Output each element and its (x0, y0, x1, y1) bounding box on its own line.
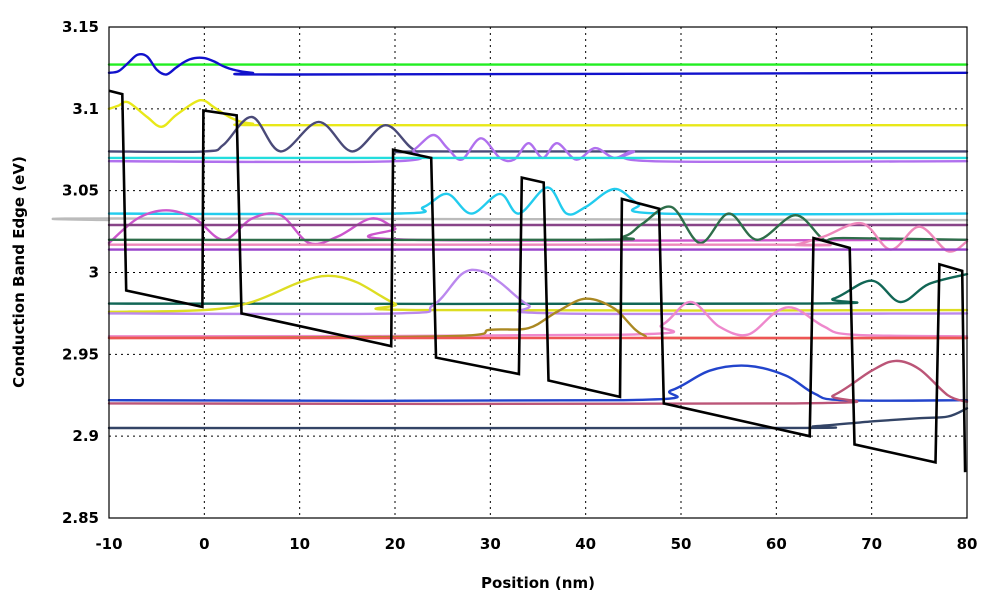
wavefunction-line-2 (107, 52, 969, 76)
y-tick-label: 3.1 (72, 100, 99, 118)
tick-labels: -10 0 10 20 30 40 50 60 70 80 2.85 2.9 2.95 3 3.05 3.1 3… (62, 18, 977, 553)
wavefunction-line-16 (107, 268, 969, 316)
x-tick-label: 60 (766, 535, 787, 553)
wavefunction-line-17 (107, 300, 969, 338)
x-tick-label: 80 (957, 535, 978, 553)
wavefunction-line-14 (107, 272, 969, 306)
x-tick-label: 40 (575, 535, 596, 553)
y-axis-label: Conduction Band Edge (eV) (10, 156, 28, 388)
wavefunction-line-3 (107, 98, 969, 128)
wavefunction-line-22 (107, 407, 969, 430)
wavefunction-line-20 (107, 364, 969, 403)
wavefunction-line-4 (107, 115, 969, 154)
x-axis-label: Position (nm) (481, 574, 595, 592)
x-tick-label: 70 (861, 535, 882, 553)
x-tick-label: -10 (95, 535, 122, 553)
band-edge-group (108, 89, 967, 473)
x-tick-label: 0 (199, 535, 209, 553)
y-tick-label: 3 (89, 264, 99, 282)
series-lines (51, 52, 969, 430)
wavefunction-line-15 (107, 274, 969, 313)
x-tick-label: 20 (385, 535, 406, 553)
wavefunction-line-21 (107, 359, 969, 406)
x-tick-label: 30 (480, 535, 501, 553)
band-edge-line (108, 89, 967, 473)
y-tick-label: 2.95 (62, 345, 99, 363)
plot-frame (108, 26, 968, 519)
y-tick-label: 3.05 (62, 182, 99, 200)
wavefunction-line-7 (107, 186, 969, 216)
y-tick-label: 3.15 (62, 18, 99, 36)
x-tick-label: 10 (289, 535, 310, 553)
wavefunction-line-8 (51, 217, 969, 222)
x-tick-label: 50 (671, 535, 692, 553)
y-tick-label: 2.85 (62, 509, 99, 527)
y-tick-label: 2.9 (72, 427, 99, 445)
wavefunction-line-5 (107, 133, 969, 164)
grid (109, 27, 967, 518)
